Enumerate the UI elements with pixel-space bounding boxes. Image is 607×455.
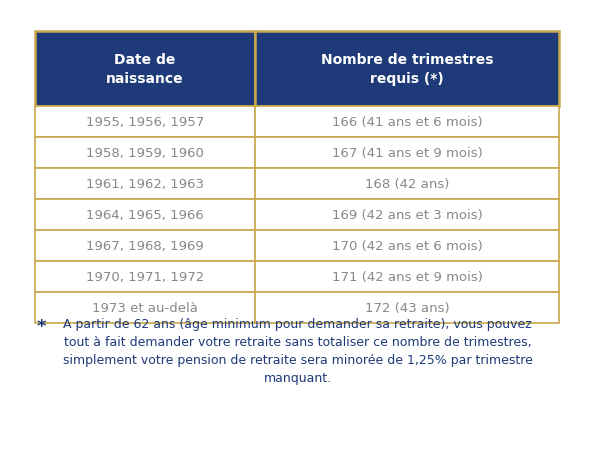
Text: 172 (43 ans): 172 (43 ans) — [365, 301, 449, 314]
Text: 170 (42 ans et 6 mois): 170 (42 ans et 6 mois) — [331, 239, 483, 253]
Text: 1970, 1971, 1972: 1970, 1971, 1972 — [86, 270, 204, 283]
Text: Nombre de trimestres
requis (*): Nombre de trimestres requis (*) — [320, 53, 493, 86]
Text: simplement votre pension de retraite sera minorée de 1,25% par trimestre: simplement votre pension de retraite ser… — [63, 353, 532, 366]
Text: tout à fait demander votre retraite sans totaliser ce nombre de trimestres,: tout à fait demander votre retraite sans… — [64, 335, 531, 348]
Text: 167 (41 ans et 9 mois): 167 (41 ans et 9 mois) — [331, 147, 483, 160]
Text: 1961, 1962, 1963: 1961, 1962, 1963 — [86, 177, 204, 191]
Text: 1973 et au-delà: 1973 et au-delà — [92, 301, 198, 314]
Text: 171 (42 ans et 9 mois): 171 (42 ans et 9 mois) — [331, 270, 483, 283]
Text: *: * — [37, 317, 47, 335]
Text: 1967, 1968, 1969: 1967, 1968, 1969 — [86, 239, 204, 253]
Text: 1955, 1956, 1957: 1955, 1956, 1957 — [86, 116, 204, 129]
Text: 168 (42 ans): 168 (42 ans) — [365, 177, 449, 191]
Text: manquant.: manquant. — [263, 371, 331, 384]
Text: 169 (42 ans et 3 mois): 169 (42 ans et 3 mois) — [331, 208, 483, 222]
Text: 1958, 1959, 1960: 1958, 1959, 1960 — [86, 147, 204, 160]
Text: 166 (41 ans et 6 mois): 166 (41 ans et 6 mois) — [331, 116, 483, 129]
Text: A partir de 62 ans (âge minimum pour demander sa retraite), vous pouvez: A partir de 62 ans (âge minimum pour dem… — [63, 317, 532, 330]
Text: Date de
naissance: Date de naissance — [106, 53, 184, 86]
Text: 1964, 1965, 1966: 1964, 1965, 1966 — [86, 208, 204, 222]
